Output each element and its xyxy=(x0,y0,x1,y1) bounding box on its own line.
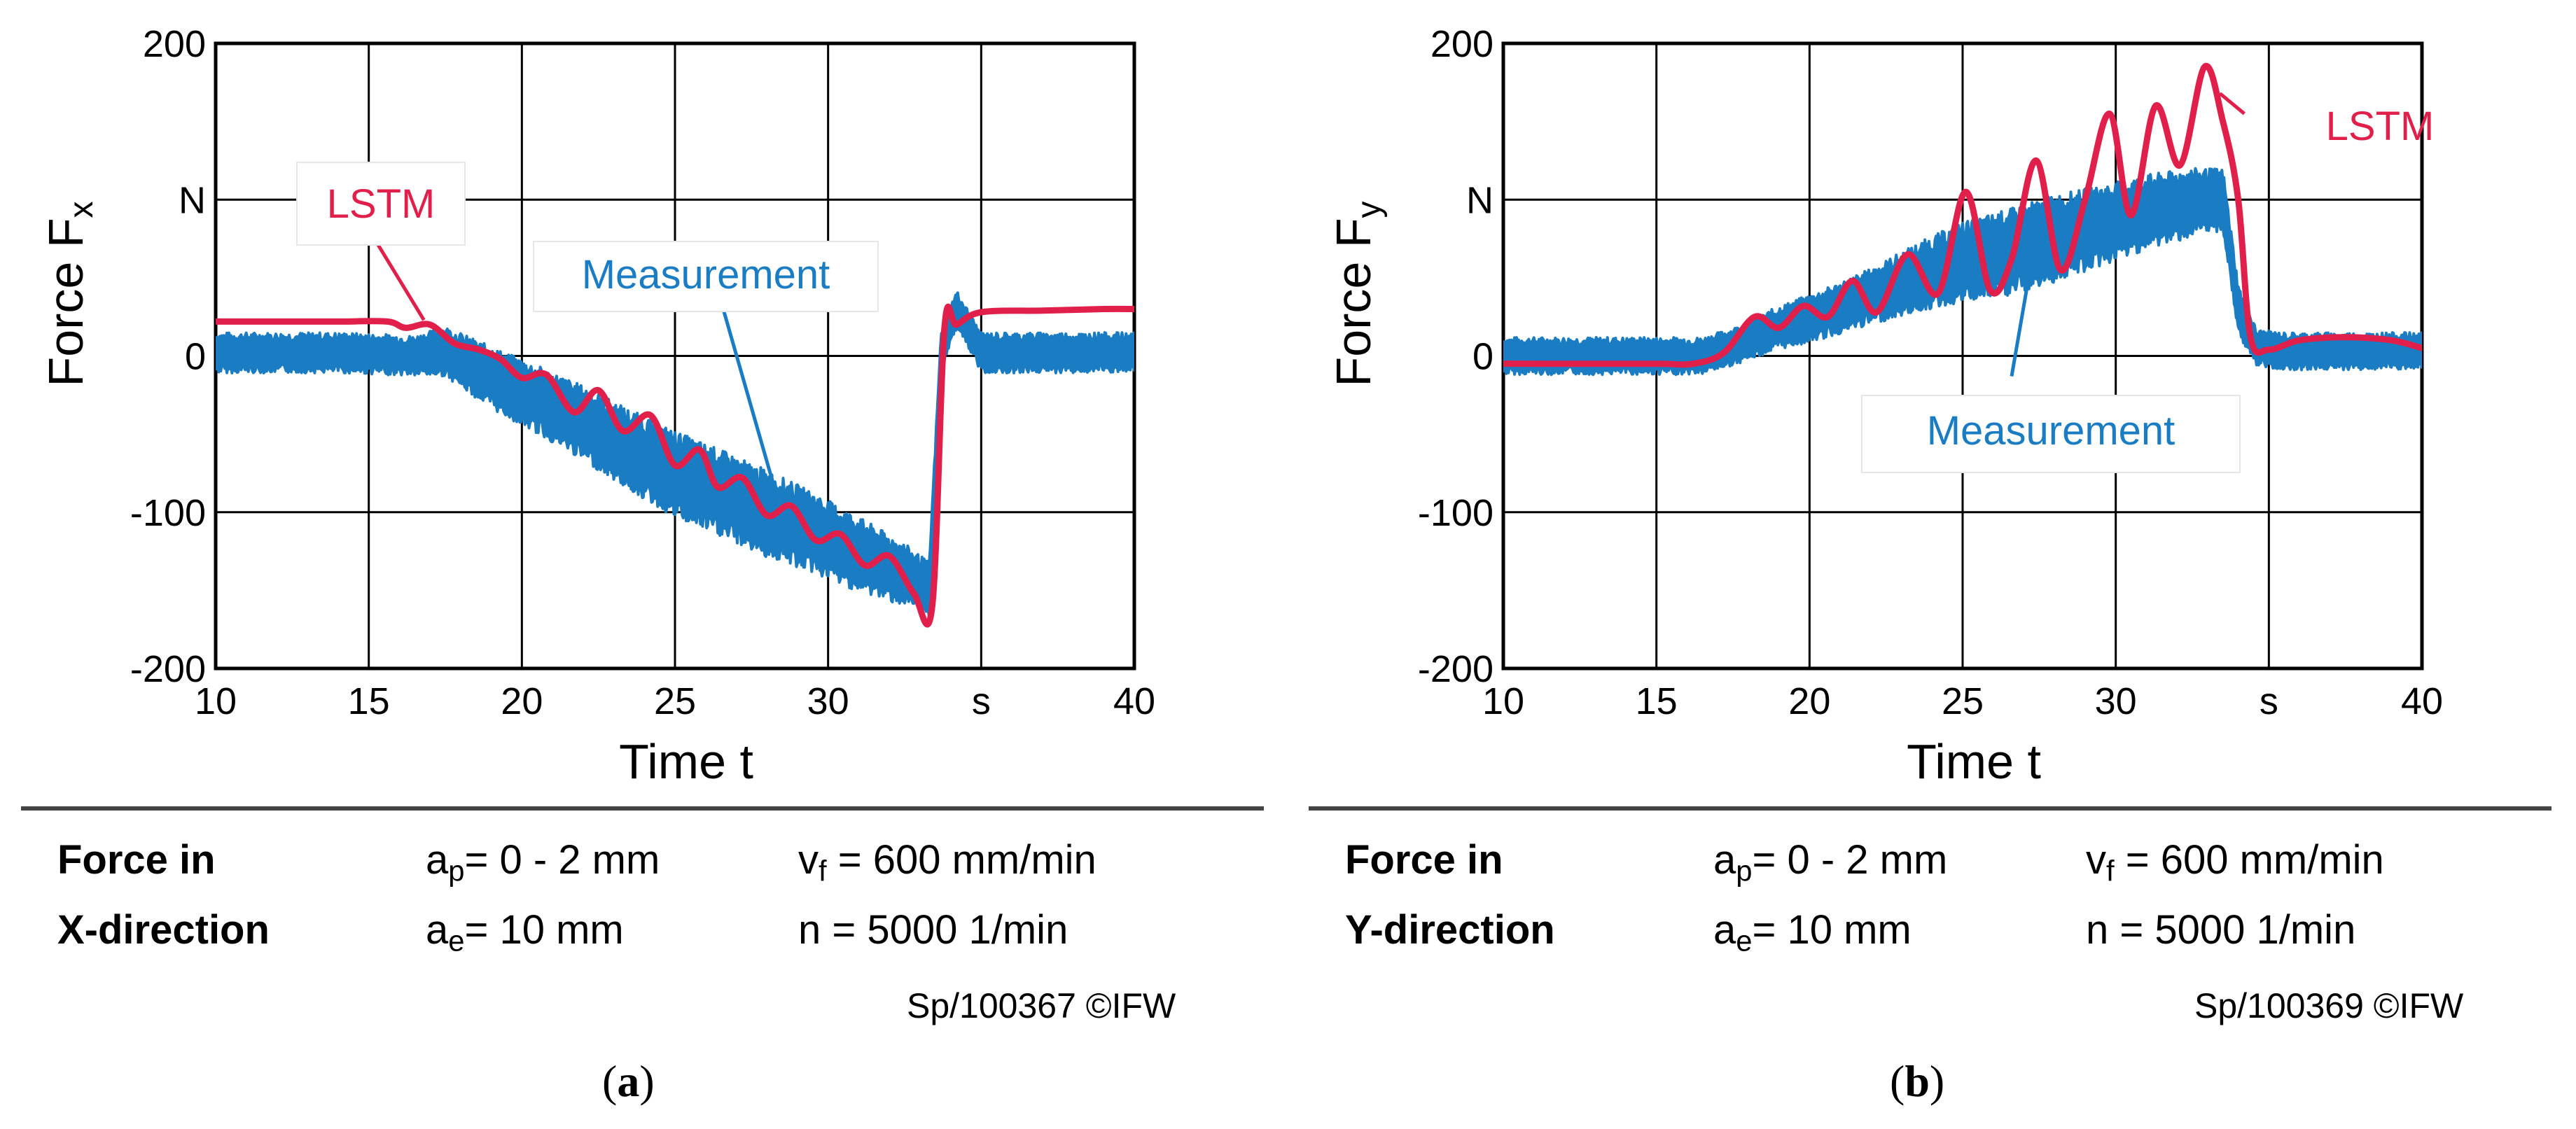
chart-fy: Force Fy Time t 200 0 -100 -200 N 10 15 20 25 30 4… xyxy=(1326,23,2443,789)
series-lstm xyxy=(216,303,1134,628)
chart-fx: Force Fx Time t 200 0 -100 -200 N 10 15 20 25 30 4… xyxy=(39,23,1155,789)
series-measurement xyxy=(1503,167,2422,377)
ae-subscript: e xyxy=(448,924,465,958)
y-tick-label: -200 xyxy=(130,648,206,690)
info-vf: vf = 600 mm/min xyxy=(2086,836,2384,888)
info-vf: vf = 600 mm/min xyxy=(798,836,1096,888)
lstm-label: LSTM xyxy=(2326,104,2435,149)
measurement-leader-line xyxy=(716,290,778,494)
vf-value: = 600 mm/min xyxy=(2114,837,2384,883)
divider-rule xyxy=(21,806,1264,811)
x-tick-label: 40 xyxy=(2401,680,2443,722)
ap-subscript: p xyxy=(448,854,465,888)
info-title-line1: Force in xyxy=(1345,837,1503,883)
x-tick-label: 25 xyxy=(654,680,696,722)
y-tick-label: -100 xyxy=(130,492,206,534)
y-tick-label: -100 xyxy=(1418,492,1494,534)
y-tick-label: 0 xyxy=(1473,336,1494,378)
series-lstm xyxy=(1503,62,2422,368)
x-tick-label: 15 xyxy=(1636,680,1678,722)
vf-symbol: v xyxy=(798,837,819,883)
credit: Sp/100369 ©IFW xyxy=(2194,986,2464,1025)
info-title-line2: X-direction xyxy=(57,907,270,953)
x-tick-label: 30 xyxy=(2095,680,2137,722)
y-tick-label: 0 xyxy=(185,336,206,378)
measurement-label: Measurement xyxy=(582,252,830,297)
y-tick-label: -200 xyxy=(1418,648,1494,690)
vf-value: = 600 mm/min xyxy=(826,837,1096,883)
ae-symbol: a xyxy=(426,907,449,953)
measurement-leader-line xyxy=(2010,269,2032,377)
info-n: n = 5000 1/min xyxy=(798,907,1068,953)
x-axis-title: Time t xyxy=(1907,734,2041,789)
x-tick-label: 10 xyxy=(1482,680,1524,722)
info-ap: ap= 0 - 2 mm xyxy=(1713,836,1947,888)
x-tick-label: 30 xyxy=(807,680,849,722)
measurement-label-box xyxy=(533,241,879,312)
measurement-label-box xyxy=(1861,395,2241,473)
x-unit-label: s xyxy=(972,680,991,722)
ae-symbol: a xyxy=(1713,907,1736,953)
ae-value: = 10 mm xyxy=(464,907,624,953)
vf-subscript: f xyxy=(819,854,827,888)
info-ae: ae= 10 mm xyxy=(1713,906,1912,958)
y-axis-title: Force Fy xyxy=(1326,201,1388,386)
divider-rule xyxy=(1309,806,2551,811)
x-tick-label: 20 xyxy=(501,680,543,722)
ap-value: = 0 - 2 mm xyxy=(464,837,660,883)
info-ae: ae= 10 mm xyxy=(426,906,624,958)
lstm-label-box xyxy=(296,162,466,246)
x-tick-label: 20 xyxy=(1788,680,1830,722)
x-tick-label: 10 xyxy=(195,680,237,722)
y-unit-label: N xyxy=(1466,179,1494,221)
x-tick-label: 40 xyxy=(1113,680,1155,722)
x-axis-title: Time t xyxy=(619,734,753,789)
ap-value: = 0 - 2 mm xyxy=(1752,837,1948,883)
measurement-label: Measurement xyxy=(1927,408,2175,454)
info-title-line2: Y-direction xyxy=(1345,907,1555,953)
ae-subscript: e xyxy=(1736,924,1753,958)
series-measurement xyxy=(216,291,1134,619)
y-tick-label: 200 xyxy=(143,23,206,65)
lstm-leader-line xyxy=(2218,92,2246,115)
panel-b: Force Fy Time t 200 0 -100 -200 N 10 15 20 25 30 4… xyxy=(1288,0,2575,1129)
ap-symbol: a xyxy=(1713,837,1736,883)
vf-subscript: f xyxy=(2106,854,2115,888)
ap-symbol: a xyxy=(426,837,449,883)
y-tick-label: 200 xyxy=(1430,23,1494,65)
vf-symbol: v xyxy=(2086,837,2106,883)
lstm-label: LSTM xyxy=(327,181,436,227)
info-title-line1: Force in xyxy=(57,837,216,883)
panel-caption: (a) xyxy=(602,1056,655,1106)
panel-a: Force Fx Time t 200 0 -100 -200 N 10 15 20 25 30 4… xyxy=(21,23,1264,1106)
info-n: n = 5000 1/min xyxy=(2086,907,2356,953)
y-axis-title: Force Fx xyxy=(39,201,100,386)
x-unit-label: s xyxy=(2260,680,2278,722)
credit: Sp/100367 ©IFW xyxy=(907,986,1176,1025)
x-tick-label: 15 xyxy=(348,680,390,722)
panel-caption: (b) xyxy=(1890,1056,1945,1106)
ap-subscript: p xyxy=(1736,854,1753,888)
x-tick-label: 25 xyxy=(1942,680,1984,722)
y-unit-label: N xyxy=(179,179,206,221)
info-ap: ap= 0 - 2 mm xyxy=(426,836,660,888)
ae-value: = 10 mm xyxy=(1752,907,1912,953)
